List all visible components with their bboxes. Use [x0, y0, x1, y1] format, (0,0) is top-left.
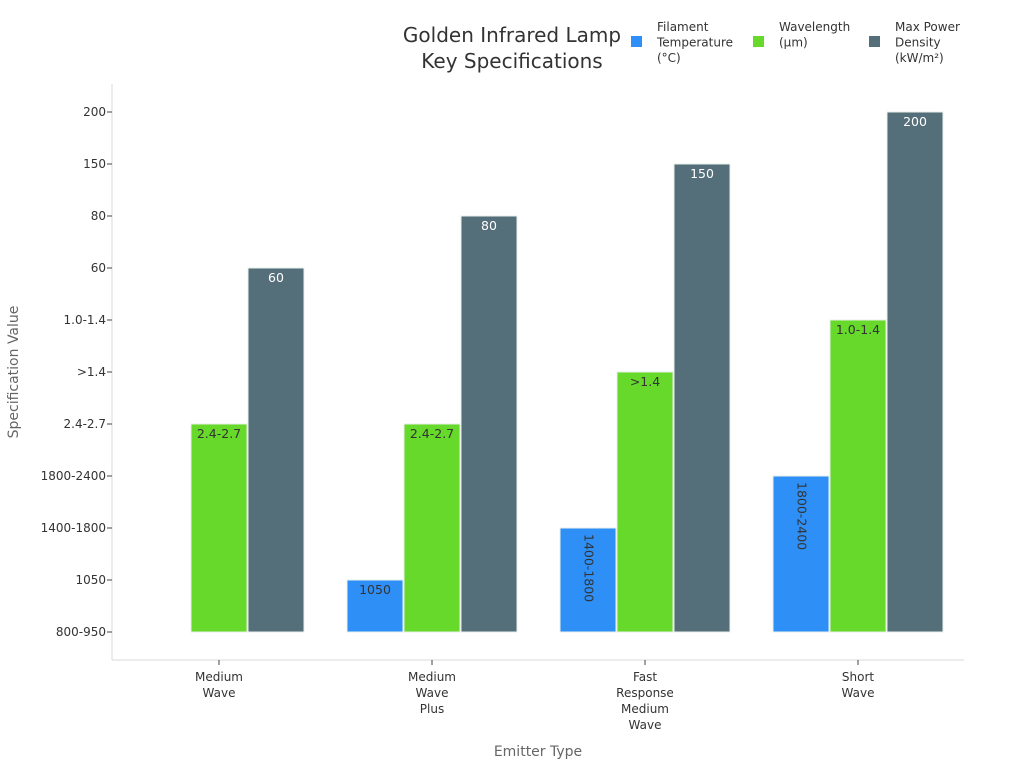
bar-data-label: 1400-1800	[582, 534, 597, 602]
bar-data-label: 1050	[359, 582, 391, 597]
bar-data-label: 80	[481, 218, 497, 233]
y-tick-label: 2.4-2.7	[64, 417, 107, 431]
bar-data-label: 1800-2400	[795, 482, 810, 550]
legend-label: Max Power Density (kW/m²)	[895, 20, 960, 65]
y-tick-label: 150	[83, 157, 106, 171]
x-tick-label: Medium Wave Plus	[408, 670, 456, 716]
bar	[559, 527, 617, 633]
y-tick-label: 200	[83, 105, 106, 119]
bar-data-label: 2.4-2.7	[410, 426, 454, 441]
legend-label: Wavelength (µm)	[779, 20, 850, 50]
bar	[673, 163, 731, 633]
bar	[403, 423, 461, 633]
bar	[772, 475, 830, 633]
bar-data-label: 200	[903, 114, 927, 129]
legend-label: Filament Temperature (°C)	[656, 20, 733, 65]
bar	[247, 267, 305, 633]
y-tick-label: 800-950	[56, 625, 106, 639]
bar-data-label: 60	[268, 270, 284, 285]
y-tick-label: >1.4	[77, 365, 106, 379]
legend-swatch	[753, 36, 764, 47]
x-tick-label: Short Wave	[842, 670, 875, 700]
chart-title: Golden Infrared Lamp Key Specifications	[403, 23, 621, 73]
bar	[616, 371, 674, 633]
bar-data-label: 1.0-1.4	[836, 322, 880, 337]
y-tick-label: 1.0-1.4	[64, 313, 107, 327]
x-tick-label: Medium Wave	[195, 670, 243, 700]
bar-data-label: 150	[690, 166, 714, 181]
bar-data-label: >1.4	[630, 374, 660, 389]
legend-swatch	[869, 36, 880, 47]
y-tick-label: 80	[91, 209, 106, 223]
y-tick-label: 1800-2400	[41, 469, 106, 483]
y-tick-label: 1400-1800	[41, 521, 106, 535]
y-axis-title: Specification Value	[6, 306, 22, 439]
bar	[460, 215, 518, 633]
bar	[886, 111, 944, 633]
x-tick-label: Fast Response Medium Wave	[616, 670, 674, 732]
y-tick-label: 60	[91, 261, 106, 275]
x-axis-title: Emitter Type	[494, 744, 582, 760]
bar	[346, 579, 404, 633]
bar	[190, 423, 248, 633]
bar-data-label: 2.4-2.7	[197, 426, 241, 441]
bar	[829, 319, 887, 633]
y-tick-label: 1050	[75, 573, 106, 587]
legend-swatch	[631, 36, 642, 47]
